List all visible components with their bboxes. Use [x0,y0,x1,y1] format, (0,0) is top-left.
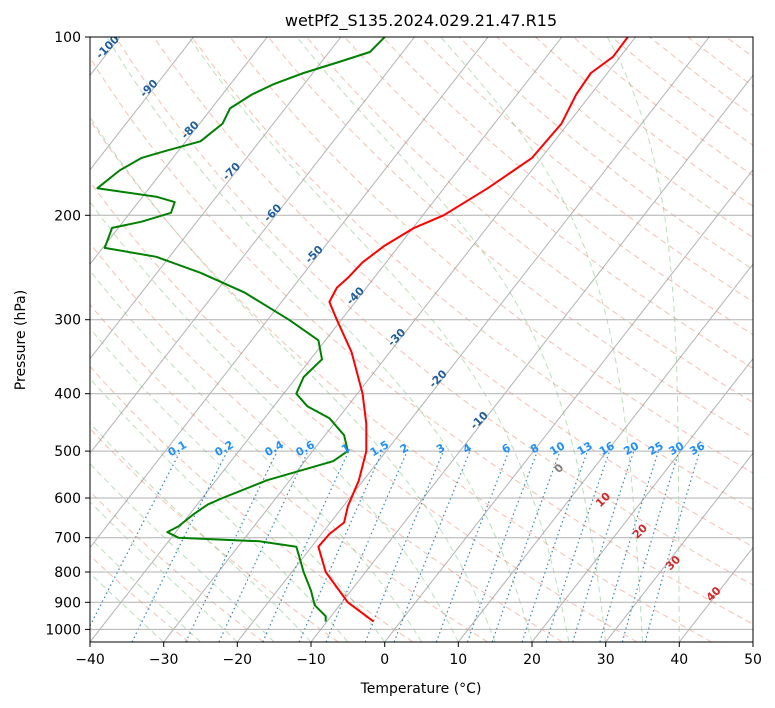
x-tick-label: −30 [149,652,179,668]
mixing-ratio-line [599,450,660,642]
moist-adiabat [90,501,238,642]
isotherm [90,37,563,642]
isotherm [90,37,489,549]
y-tick-label: 800 [54,565,81,581]
mixing-ratio-line [572,450,635,642]
y-tick-label: 100 [54,30,81,46]
x-tick-label: −40 [75,652,105,668]
mixing-ratio-line [393,450,471,642]
sounding-series [96,37,629,623]
isotherm [531,357,753,642]
mixing-ratio-line [621,450,680,642]
isotherm [90,37,194,171]
dry-adiabat [90,242,563,642]
moist-adiabat [90,201,459,642]
moist-adiabat [440,37,643,642]
moist-adiabat [90,422,312,642]
moist-adiabat [296,37,607,642]
mixing-ratio-line [545,450,611,642]
isotherm [605,452,753,642]
isotherm [90,37,342,360]
moist-adiabat [90,116,496,642]
moist-adiabat [606,37,680,642]
isotherm [384,169,753,642]
moist-adiabat [106,37,533,642]
plot-frame [89,36,754,643]
x-axis-ticks: −40 −30 −20 −10 0 10 20 30 40 50 [75,642,762,668]
dry-adiabat [90,303,488,642]
y-tick-label: 400 [54,387,81,403]
y-tick-label: 700 [54,531,81,547]
y-tick-label: 200 [54,208,81,224]
x-tick-label: 10 [449,652,467,668]
isotherm [310,74,753,642]
x-tick-label: −20 [223,652,253,668]
moist-adiabat [188,37,570,642]
mixing-ratio-line [218,450,309,642]
x-tick-label: 50 [744,652,762,668]
mixing-ratio-line [435,450,510,642]
y-tick-label: 600 [54,491,81,507]
moist-adiabat [90,327,386,642]
dry-adiabat [90,56,753,625]
isotherm [90,37,268,265]
background-lines [90,37,753,642]
dry-adiabat [267,37,753,438]
x-tick-label: 30 [597,652,615,668]
x-axis-label: Temperature (°C) [360,681,482,697]
y-tick-label: 500 [54,444,81,460]
y-tick-label: 900 [54,595,81,611]
chart-title: wetPf2_S135.2024.029.21.47.R15 [285,11,557,31]
dry-adiabat [420,37,753,303]
x-tick-label: 0 [380,652,389,668]
temperature-profile [317,37,629,623]
dewpoint-profile [96,37,386,622]
dry-adiabat [115,37,753,586]
x-tick-label: 20 [523,652,541,668]
dry-adiabat [90,554,190,642]
dry-adiabat [191,37,753,511]
moist-adiabat [90,463,275,642]
y-axis-label: Pressure (hPa) [13,290,29,390]
x-tick-label: 40 [670,652,688,668]
dry-adiabat [382,37,753,336]
moist-adiabat [90,572,165,642]
isotherm [236,37,710,642]
dry-adiabat [90,181,638,642]
isotherm [457,263,753,642]
y-tick-label: 300 [54,313,81,329]
moist-adiabat [90,537,201,642]
moist-adiabat [90,269,422,642]
mixing-ratio-line [521,450,589,642]
mixing-ratio-line [644,450,701,642]
isotherm [90,37,415,454]
pressure-gridlines [90,37,753,630]
y-axis-ticks: 100 200 300 400 500 600 700 800 900 1000 [45,30,90,638]
mixing-ratio-line [185,450,278,642]
y-tick-label: 1000 [45,622,81,638]
x-tick-label: −10 [296,652,326,668]
dry-adiabat [229,37,753,474]
